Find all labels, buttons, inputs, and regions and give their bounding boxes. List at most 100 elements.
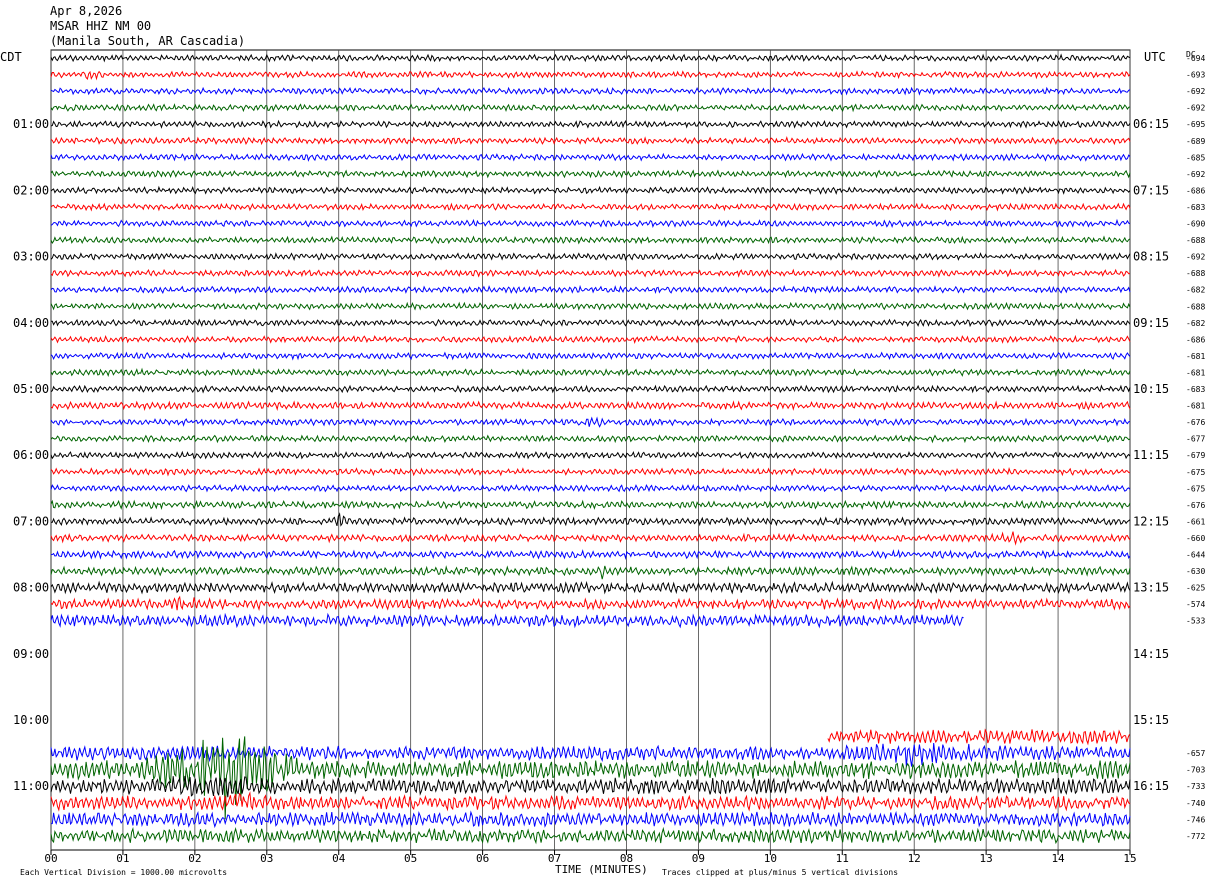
cdt-hour-label: 05:00 bbox=[13, 382, 49, 396]
cdt-hour-label: 08:00 bbox=[13, 581, 49, 595]
dc-offset-label: -692 bbox=[1186, 170, 1205, 179]
trace-row bbox=[50, 152, 1131, 162]
cdt-hour-label: 06:00 bbox=[13, 448, 49, 462]
trace-row bbox=[50, 416, 1131, 428]
dc-offset-label: -733 bbox=[1186, 782, 1205, 791]
trace-row bbox=[50, 483, 1131, 493]
cdt-hour-label: 10:00 bbox=[13, 713, 49, 727]
trace-row bbox=[50, 169, 1131, 179]
dc-offset-label: -533 bbox=[1186, 617, 1205, 626]
x-tick-label: 05 bbox=[404, 852, 417, 865]
trace-row bbox=[50, 202, 1131, 212]
dc-offset-label: -676 bbox=[1186, 501, 1205, 510]
utc-hour-label: 12:15 bbox=[1133, 514, 1169, 528]
trace-row bbox=[50, 334, 1131, 344]
trace-row bbox=[50, 512, 1131, 527]
trace-row bbox=[51, 318, 1131, 328]
trace-row bbox=[50, 53, 1131, 63]
x-tick-label: 02 bbox=[188, 852, 201, 865]
dc-offset-label: -692 bbox=[1186, 87, 1205, 96]
trace-row bbox=[50, 103, 1131, 113]
utc-hour-label: 10:15 bbox=[1133, 382, 1169, 396]
dc-offset-label: -681 bbox=[1186, 368, 1205, 377]
trace-row bbox=[50, 135, 1131, 146]
right-axis-label: UTC bbox=[1144, 50, 1166, 64]
dc-offset-label: -692 bbox=[1186, 253, 1205, 262]
trace-row bbox=[50, 434, 1131, 444]
trace-row bbox=[50, 218, 1131, 228]
dc-offset-label: -686 bbox=[1186, 186, 1205, 195]
dc-offset-label: -681 bbox=[1186, 402, 1205, 411]
dc-offset-label: -703 bbox=[1186, 766, 1205, 775]
dc-offset-label: -683 bbox=[1186, 203, 1205, 212]
dc-offset-label: -677 bbox=[1186, 435, 1205, 444]
x-axis-title: TIME (MINUTES) bbox=[555, 863, 648, 876]
dc-offset-label: -683 bbox=[1186, 385, 1205, 394]
trace-row bbox=[50, 351, 1131, 361]
dc-offset-label: -574 bbox=[1186, 600, 1205, 609]
trace-row bbox=[50, 185, 1131, 195]
trace-row bbox=[50, 86, 1131, 96]
left-axis-label: CDT bbox=[0, 50, 22, 64]
dc-offset-label: -688 bbox=[1186, 302, 1205, 311]
dc-offset-label: -772 bbox=[1186, 832, 1205, 841]
cdt-hour-label: 09:00 bbox=[13, 647, 49, 661]
trace-row bbox=[50, 595, 1131, 612]
dc-label: DC bbox=[1186, 50, 1196, 59]
trace-row bbox=[50, 499, 1131, 511]
trace-row bbox=[50, 548, 1131, 560]
x-tick-label: 10 bbox=[764, 852, 777, 865]
x-tick-label: 11 bbox=[836, 852, 849, 865]
dc-offset-label: -661 bbox=[1186, 517, 1205, 526]
cdt-hour-label: 02:00 bbox=[13, 183, 49, 197]
x-tick-label: 01 bbox=[116, 852, 129, 865]
utc-hour-label: 15:15 bbox=[1133, 713, 1169, 727]
trace-row bbox=[50, 580, 1131, 595]
scale-note: Each Vertical Division = 1000.00 microvo… bbox=[20, 868, 227, 877]
utc-hour-label: 13:15 bbox=[1133, 581, 1169, 595]
dc-offset-label: -690 bbox=[1186, 220, 1205, 229]
x-tick-label: 15 bbox=[1123, 852, 1136, 865]
header-date: Apr 8,2026 bbox=[50, 4, 123, 18]
trace-row bbox=[50, 565, 1131, 580]
grid bbox=[50, 49, 1131, 855]
trace-row bbox=[50, 70, 1131, 81]
trace-row bbox=[50, 531, 1131, 546]
dc-offset-label: -695 bbox=[1186, 120, 1205, 129]
trace-row bbox=[50, 367, 1131, 378]
dc-offset-label: -685 bbox=[1186, 153, 1205, 162]
trace-row bbox=[50, 810, 1131, 829]
trace-row bbox=[50, 775, 1131, 798]
dc-offset-label: -644 bbox=[1186, 551, 1205, 560]
plot-frame bbox=[50, 49, 1131, 851]
header-station: MSAR HHZ NM 00 bbox=[50, 19, 152, 33]
trace-row bbox=[50, 384, 1131, 394]
dc-offset-label: -746 bbox=[1186, 815, 1205, 824]
trace-row bbox=[50, 450, 1131, 460]
x-tick-label: 04 bbox=[332, 852, 346, 865]
dc-offset-label: -689 bbox=[1186, 137, 1205, 146]
dc-offset-label: -657 bbox=[1186, 749, 1205, 758]
dc-offset-label: -676 bbox=[1186, 418, 1205, 427]
dc-offset-label: -675 bbox=[1186, 468, 1205, 477]
dc-offset-label: -694 bbox=[1186, 54, 1205, 63]
utc-hour-label: 09:15 bbox=[1133, 316, 1169, 330]
trace-row bbox=[50, 235, 1131, 245]
x-tick-label: 06 bbox=[476, 852, 489, 865]
x-tick-label: 13 bbox=[980, 852, 993, 865]
trace-row bbox=[50, 284, 1131, 295]
x-tick-label: 12 bbox=[908, 852, 921, 865]
traces bbox=[50, 53, 1131, 845]
trace-row bbox=[50, 301, 1131, 311]
x-tick-label: 14 bbox=[1051, 852, 1065, 865]
dc-offset-label: -682 bbox=[1186, 319, 1205, 328]
trace-row bbox=[827, 728, 1130, 746]
utc-hour-label: 16:15 bbox=[1133, 779, 1169, 793]
x-tick-label: 09 bbox=[692, 852, 705, 865]
axis-labels: 00 01 02 03 04 05 06 07 08 09 10 11 12 13 14 15 01:00 06:… bbox=[13, 54, 1205, 865]
trace-row bbox=[50, 268, 1131, 278]
dc-offset-label: -740 bbox=[1186, 799, 1205, 808]
trace-row bbox=[50, 612, 964, 629]
trace-row bbox=[50, 400, 1131, 412]
